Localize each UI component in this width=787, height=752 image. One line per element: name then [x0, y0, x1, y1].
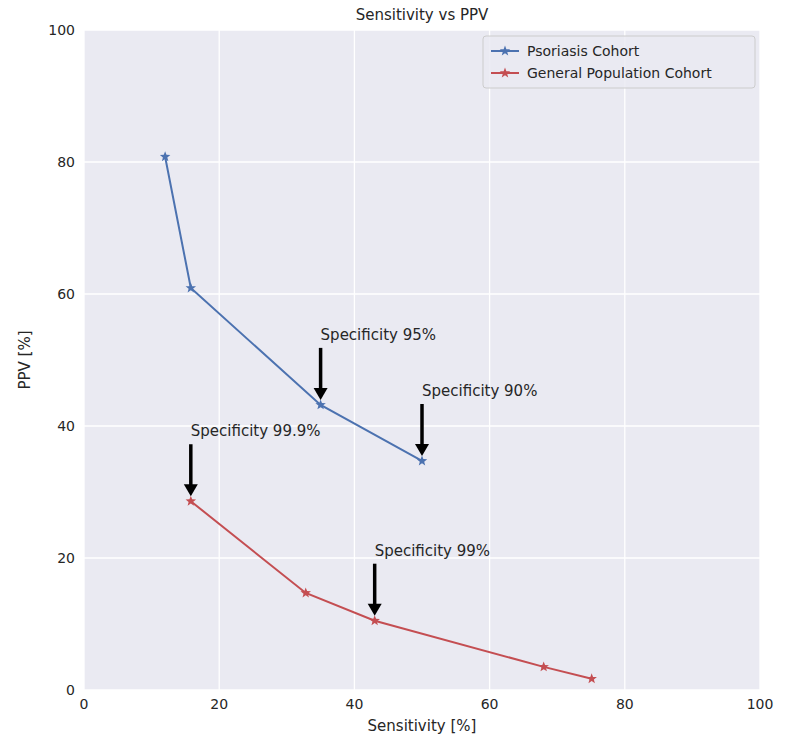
- y-axis-label: PPV [%]: [16, 330, 34, 389]
- grid-line: [84, 689, 760, 690]
- grid-line: [84, 161, 760, 162]
- tick-label: 20: [210, 696, 228, 712]
- arrow-shaft: [373, 564, 377, 606]
- legend-label: Psoriasis Cohort: [527, 43, 640, 59]
- tick-label: 80: [616, 696, 634, 712]
- grid-line: [84, 293, 760, 294]
- annotation-text: Specificity 90%: [422, 382, 537, 400]
- title: Sensitivity vs PPV: [356, 6, 489, 24]
- tick-label: 40: [345, 696, 363, 712]
- series-line: [165, 157, 422, 461]
- arrow-head: [184, 484, 198, 496]
- tick-label: 20: [57, 550, 75, 566]
- tick-label: 100: [48, 22, 75, 38]
- x-axis-label: Sensitivity [%]: [368, 717, 477, 735]
- annotation-arrow: [368, 564, 382, 616]
- arrow-shaft: [189, 444, 193, 486]
- arrow-head: [368, 604, 382, 616]
- data-point: [186, 496, 196, 506]
- data-point: [369, 615, 379, 625]
- data-point: [301, 587, 311, 597]
- tick-label: 60: [57, 286, 75, 302]
- tick-label: 60: [481, 696, 499, 712]
- grid-line: [624, 30, 625, 690]
- grid-line: [354, 30, 355, 690]
- plot-background: [84, 30, 760, 690]
- legend-label: General Population Cohort: [527, 65, 712, 81]
- arrow-shaft: [420, 404, 424, 446]
- legend-box: [483, 36, 755, 88]
- arrow-head: [314, 388, 328, 400]
- tick-label: 0: [80, 696, 89, 712]
- annotation-arrow: [184, 444, 198, 496]
- arrow-shaft: [319, 348, 323, 390]
- arrow-head: [415, 444, 429, 456]
- tick-label: 100: [747, 696, 774, 712]
- annotation-arrow: [415, 404, 429, 456]
- legend-marker: [500, 46, 510, 56]
- annotation-arrow: [314, 348, 328, 400]
- tick-label: 0: [66, 682, 75, 698]
- grid-line: [219, 30, 220, 690]
- annotation-text: Specificity 95%: [321, 326, 436, 344]
- grid-line: [83, 30, 84, 690]
- plot-data: [160, 151, 597, 683]
- data-point: [538, 661, 548, 671]
- data-point: [315, 399, 325, 409]
- series-line: [191, 501, 592, 679]
- annotation-text: Specificity 99%: [375, 542, 490, 560]
- legend-marker: [500, 68, 510, 78]
- chart: 0 20 40 60 80 100 0 20 40 60 80 100 Sensitivity vs P…: [0, 0, 787, 752]
- data-point: [186, 283, 196, 293]
- tick-label: 80: [57, 154, 75, 170]
- grid-line: [84, 29, 760, 30]
- annotation-text: Specificity 99.9%: [191, 422, 321, 440]
- data-point: [586, 673, 596, 683]
- grid-line: [759, 30, 760, 690]
- data-point: [160, 151, 170, 161]
- tick-label: 40: [57, 418, 75, 434]
- legend: Psoriasis Cohort General Population Cohor…: [483, 36, 755, 88]
- grid-line: [489, 30, 490, 690]
- data-point: [417, 455, 427, 465]
